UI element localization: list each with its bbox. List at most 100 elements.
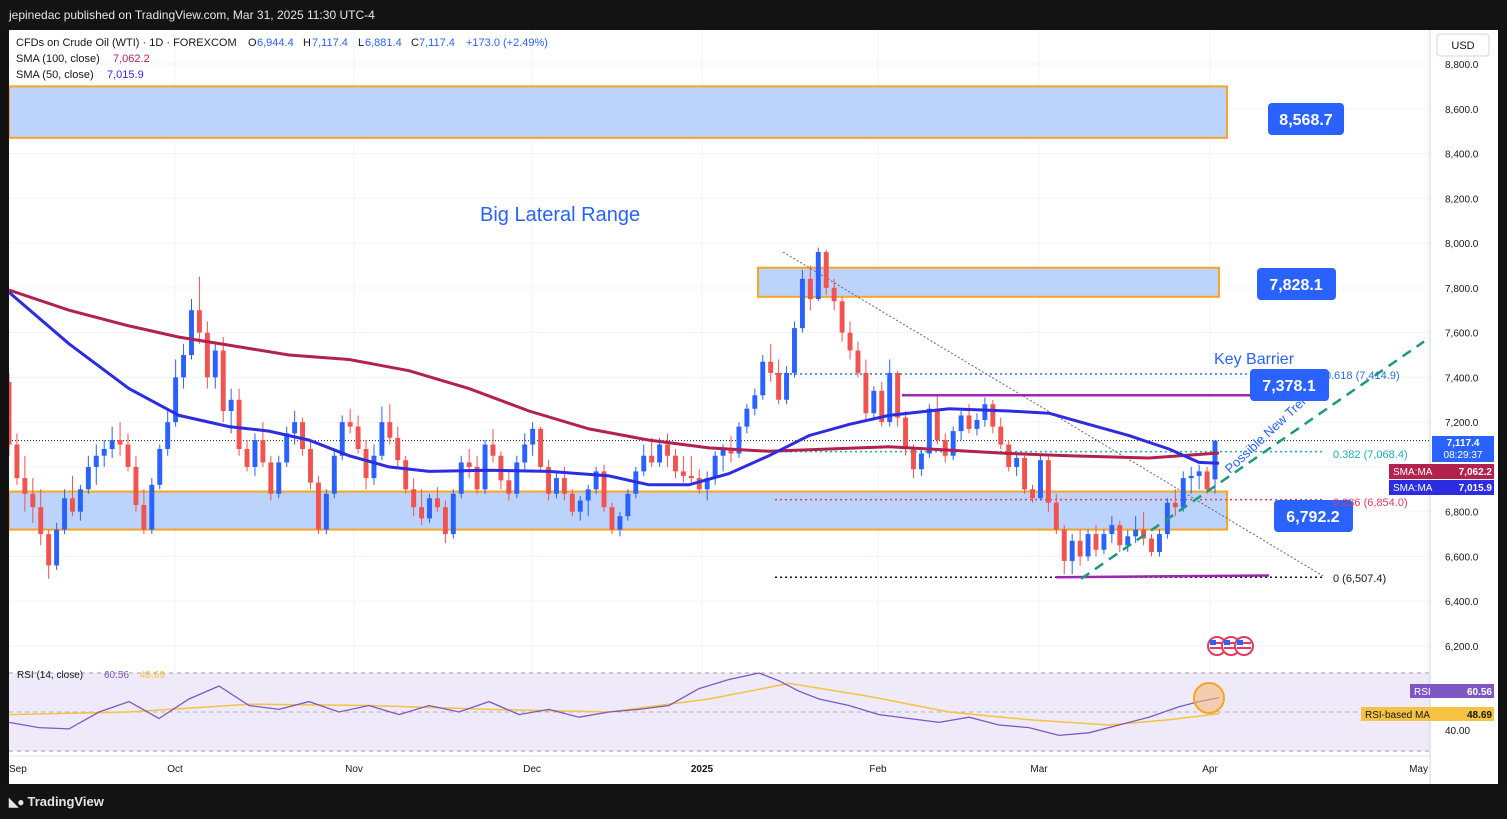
candle-body bbox=[815, 252, 821, 300]
candle-body bbox=[831, 287, 837, 302]
candle-body bbox=[54, 529, 60, 566]
candle-body bbox=[149, 484, 155, 530]
sma50-tag bbox=[1389, 480, 1494, 495]
candle-body bbox=[347, 422, 353, 427]
candle-body bbox=[474, 466, 480, 490]
candle-body bbox=[252, 440, 258, 467]
rsi-ma-tag-value: 48.69 bbox=[1467, 710, 1492, 721]
candle-body bbox=[490, 444, 496, 456]
candle-body bbox=[1204, 471, 1210, 490]
candle-body bbox=[966, 415, 972, 429]
candle-body bbox=[942, 440, 948, 456]
candle-body bbox=[1157, 534, 1162, 552]
legend-open-label: O bbox=[248, 37, 257, 49]
candle-body bbox=[1030, 489, 1035, 499]
candles bbox=[6, 247, 1218, 579]
candle-body bbox=[863, 372, 869, 414]
uptrend-line bbox=[1080, 340, 1425, 580]
candle-body bbox=[117, 440, 123, 445]
candle-body bbox=[450, 493, 456, 535]
candle-body bbox=[331, 455, 337, 494]
candle-body bbox=[799, 278, 805, 329]
candle-body bbox=[323, 493, 329, 530]
candle-body bbox=[204, 332, 210, 378]
legend-sma100-value: 7,062.2 bbox=[113, 53, 150, 65]
candle-body bbox=[688, 475, 694, 479]
candle-body bbox=[228, 399, 234, 411]
candle-body bbox=[46, 534, 52, 566]
rsi-highlight-circle bbox=[1193, 682, 1225, 714]
candle-body bbox=[1109, 525, 1115, 535]
time-label: Dec bbox=[523, 764, 541, 775]
footer-bar: ◣● TradingView bbox=[0, 784, 1507, 819]
level-barrier-badge: 7,378.1 bbox=[1250, 369, 1329, 401]
candle-body bbox=[109, 440, 115, 450]
level-barrier-text: 7,378.1 bbox=[1262, 378, 1315, 395]
legend-open: 6,944.4 bbox=[257, 37, 294, 49]
chart-frame[interactable]: CFDs on Crude Oil (WTI) · 1D · FOREXCOM … bbox=[6, 30, 1498, 784]
candle-body bbox=[141, 504, 147, 530]
candle-body bbox=[1022, 457, 1028, 490]
candle-body bbox=[720, 449, 726, 456]
time-axis[interactable]: Sep Oct Nov Dec 2025 Feb Mar Apr May bbox=[9, 764, 1428, 775]
level-support-text: 6,792.2 bbox=[1286, 509, 1339, 526]
fib-618-label: 0.618 (7,414.9) bbox=[1325, 370, 1400, 382]
candle-body bbox=[807, 278, 813, 300]
legend-high: 7,117.4 bbox=[312, 37, 348, 49]
time-label: 2025 bbox=[691, 764, 714, 775]
tradingview-logo-icon: ◣● bbox=[9, 794, 25, 809]
legend-high-label: H bbox=[303, 37, 311, 49]
level-upper-badge: 7,828.1 bbox=[1257, 268, 1336, 300]
price-tick-label: 8,200.0 bbox=[1445, 194, 1479, 205]
overlay-annotations bbox=[902, 340, 1425, 580]
level-top-badge: 8,568.7 bbox=[1268, 103, 1344, 135]
candle-body bbox=[657, 444, 663, 463]
candle-body bbox=[220, 350, 226, 411]
candle-body bbox=[276, 462, 282, 494]
rsi-tag-value: 60.56 bbox=[1467, 687, 1492, 698]
candle-body bbox=[855, 350, 861, 373]
currency-button[interactable] bbox=[1436, 33, 1490, 57]
sma50-tag-value: 7,015.9 bbox=[1459, 483, 1493, 494]
candle-body bbox=[379, 422, 385, 456]
us-flag-icon[interactable] bbox=[1234, 636, 1254, 656]
rsi-legend-ma: 48.69 bbox=[140, 670, 165, 681]
candle-body bbox=[601, 471, 607, 508]
candle-body bbox=[38, 507, 44, 535]
last-price-value: 7,117.4 bbox=[1447, 438, 1480, 449]
candle-body bbox=[1133, 529, 1139, 537]
candle-body bbox=[181, 355, 187, 378]
candle-body bbox=[704, 478, 710, 490]
tradingview-brand[interactable]: ◣● TradingView bbox=[9, 794, 104, 809]
candle-body bbox=[712, 455, 718, 479]
time-label: Nov bbox=[345, 764, 363, 775]
candle-body bbox=[561, 478, 567, 494]
legend-change: +173.0 (+2.49%) bbox=[466, 37, 548, 49]
price-chart[interactable]: CFDs on Crude Oil (WTI) · 1D · FOREXCOM … bbox=[6, 30, 1498, 784]
rsi-ma-line bbox=[8, 682, 1220, 726]
candle-body bbox=[538, 428, 544, 467]
sma100-tag bbox=[1389, 464, 1494, 479]
rsi-legend-label: RSI (14, close) bbox=[17, 670, 83, 681]
rsi-legend-value: 60.56 bbox=[104, 670, 129, 681]
candle-body bbox=[1196, 471, 1202, 476]
candle-body bbox=[77, 489, 83, 512]
zone-top bbox=[8, 85, 1228, 139]
price-tick-label: 7,400.0 bbox=[1445, 373, 1479, 384]
price-axis[interactable]: USD 8,800.0 8,600.0 8,400.0 8,200.0 8,000.0 7… bbox=[1361, 30, 1498, 784]
last-price-tag bbox=[1432, 436, 1494, 462]
price-tick-label: 8,600.0 bbox=[1445, 105, 1479, 116]
legend-close: 7,117.4 bbox=[419, 37, 455, 49]
candle-body bbox=[260, 440, 266, 463]
candle-body bbox=[442, 507, 448, 535]
candle-body bbox=[93, 455, 99, 467]
candle-body bbox=[744, 408, 750, 427]
rsi-pane[interactable]: RSI (14, close) 60.56 48.69 bbox=[8, 670, 1430, 752]
publisher-bar: jepinedac published on TradingView.com, … bbox=[0, 0, 1507, 30]
sma50-tag-label: SMA:MA bbox=[1393, 483, 1433, 494]
legend-close-label: C bbox=[411, 37, 419, 49]
candle-body bbox=[395, 437, 401, 461]
candle-body bbox=[665, 444, 670, 456]
candle-body bbox=[641, 455, 647, 472]
candle-body bbox=[871, 390, 877, 414]
